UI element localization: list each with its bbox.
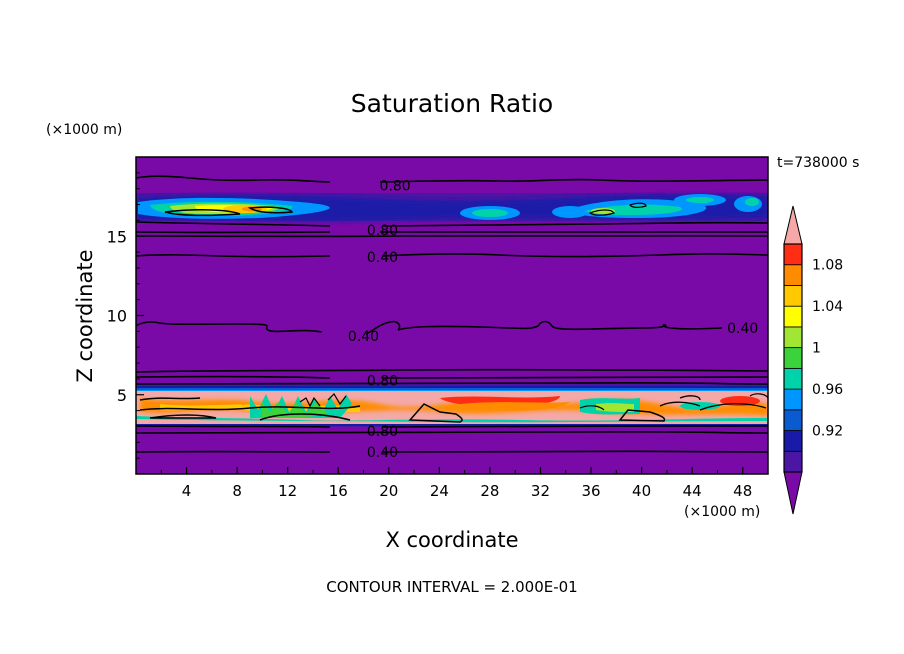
x-tick-label: 20 [379, 482, 398, 500]
contour-line [136, 450, 768, 453]
contour-line [136, 320, 723, 335]
colorbar-segment [783, 409, 803, 431]
colorbar-tick-label: 0.96 [812, 382, 843, 398]
z-axis-ticks: 5 10 15 [107, 172, 144, 459]
x-axis-label: X coordinate [385, 528, 518, 552]
lower-moist-layer [136, 383, 768, 427]
contour-label: 0.80 [380, 179, 411, 195]
contour-label: 0.40 [367, 445, 398, 461]
upper-moist-layer [136, 193, 768, 222]
contour-label: 0.80 [367, 373, 398, 389]
colorbar-tick-label: 1.08 [812, 258, 843, 274]
contour-line [136, 221, 768, 227]
x-tick-label: 16 [329, 482, 348, 500]
colorbar-segment [783, 388, 803, 411]
colorbar: 0.92 0.96 1 1.04 1.08 [783, 205, 843, 515]
time-label: t=738000 s [777, 155, 859, 171]
colorbar-tick-label: 1.04 [812, 299, 843, 315]
contour-line [136, 368, 768, 373]
colorbar-frame [783, 243, 803, 473]
colorbar-tick-label: 1 [812, 341, 821, 357]
z-tick-label: 15 [107, 227, 127, 246]
z-tick-label: 5 [117, 386, 127, 405]
chart-title: Saturation Ratio [351, 89, 553, 118]
contour-line [136, 234, 768, 238]
y-axis-label: Z coordinate [73, 249, 97, 382]
x-tick-label: 48 [733, 482, 752, 500]
x-tick-label: 4 [182, 482, 192, 500]
contour-line [136, 375, 768, 379]
colorbar-segment [783, 285, 803, 307]
colorbar-segment [783, 430, 803, 452]
contour-label: 0.40 [367, 250, 398, 266]
x-tick-label: 12 [278, 482, 297, 500]
z-tick-label: 10 [107, 307, 127, 326]
plot-area: 0.80 0.80 0.40 0.40 0.40 0.80 0.80 0.40 [136, 157, 768, 474]
colorbar-segment [783, 367, 803, 390]
x-tick-label: 28 [480, 482, 499, 500]
x-tick-label: 40 [632, 482, 651, 500]
colorbar-segment [783, 326, 803, 349]
contour-lines [136, 175, 768, 453]
contour-label: 0.40 [348, 329, 379, 345]
x-axis-ticks: 4 8 12 16 20 24 28 32 36 40 44 48 [160, 467, 752, 500]
colorbar-segment [783, 243, 803, 266]
colorbar-segment [783, 450, 803, 473]
colorbar-segment [783, 264, 803, 286]
x-tick-label: 24 [430, 482, 449, 500]
x-unit-label: (×1000 m) [684, 504, 760, 520]
z-unit-label: (×1000 m) [46, 122, 122, 138]
colorbar-tick-label: 0.92 [812, 424, 843, 440]
contour-line [136, 253, 768, 258]
x-tick-label: 36 [581, 482, 600, 500]
colorbar-segment [783, 347, 803, 369]
contour-line [136, 230, 768, 234]
contour-labels: 0.80 0.80 0.40 0.40 0.40 0.80 0.80 0.40 [348, 179, 758, 461]
contour-interval-footer: CONTOUR INTERVAL = 2.000E-01 [326, 578, 577, 596]
colorbar-segment [783, 305, 803, 328]
contour-label: 0.80 [367, 424, 398, 440]
x-tick-label: 32 [531, 482, 550, 500]
colorbar-extend-high [783, 205, 803, 245]
contour-label: 0.80 [367, 223, 398, 239]
x-tick-label: 8 [232, 482, 242, 500]
contour-line [136, 430, 768, 434]
contour-line [136, 175, 768, 183]
contour-label: 0.40 [727, 321, 758, 337]
colorbar-extend-low [783, 471, 803, 515]
x-tick-label: 44 [683, 482, 702, 500]
contour-line [136, 381, 768, 385]
contour-line [136, 425, 768, 428]
